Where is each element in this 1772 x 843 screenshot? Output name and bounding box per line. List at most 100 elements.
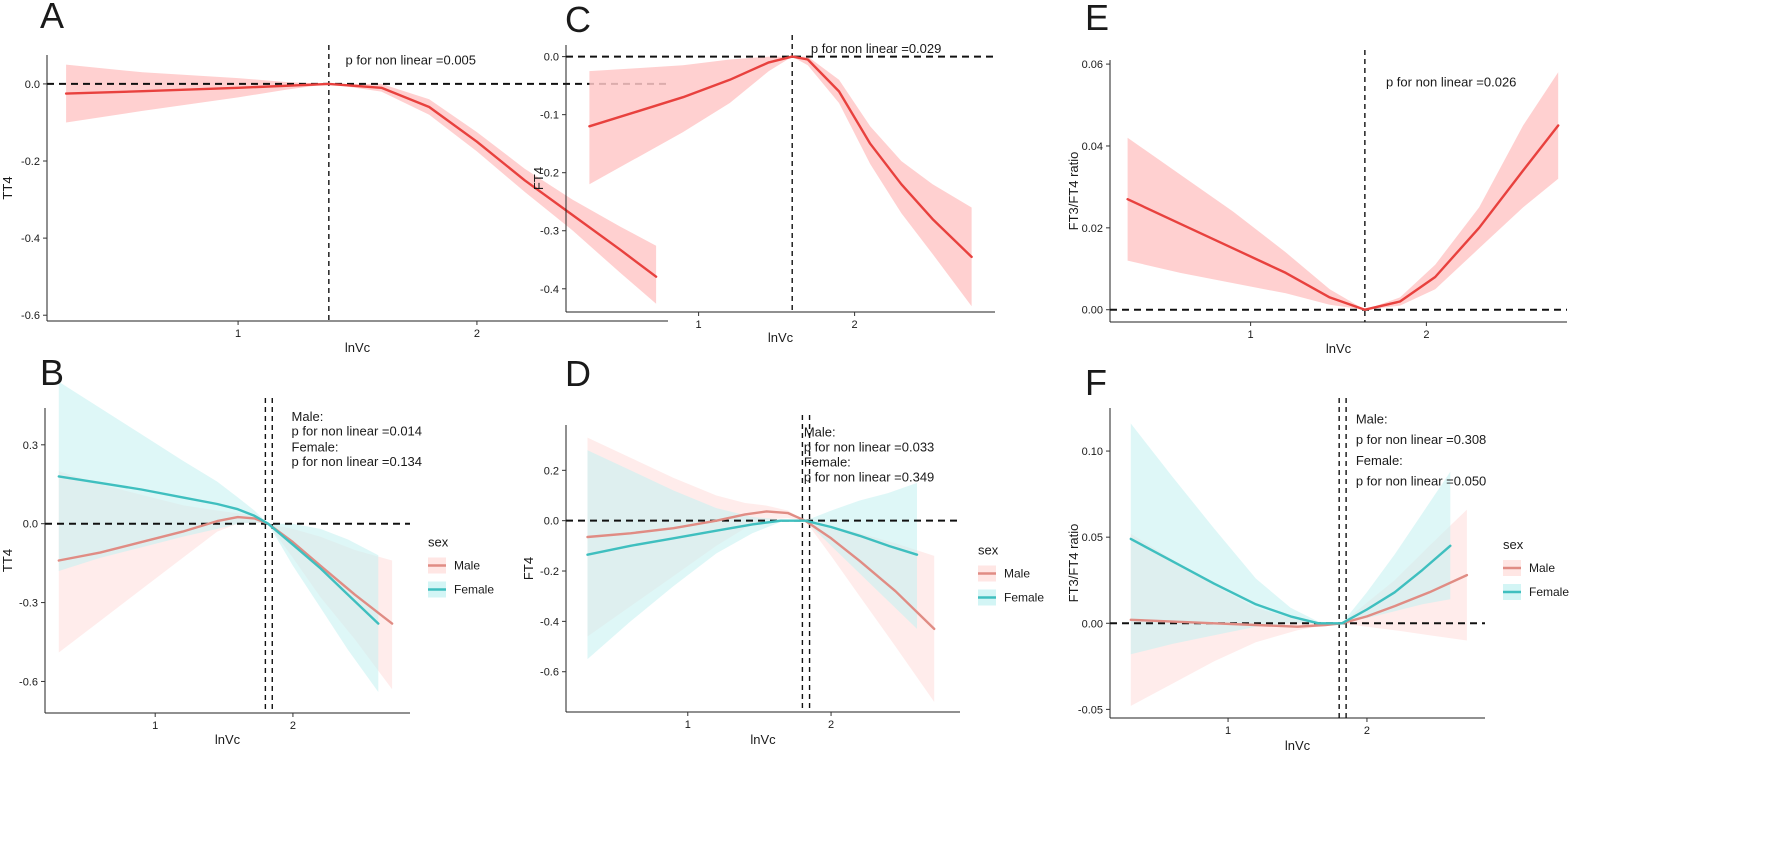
- panel-letter: D: [565, 353, 591, 394]
- y-tick-label: -0.6: [19, 676, 38, 688]
- series-line-overall: [588, 55, 973, 259]
- chart-panel-a: 1 2 0.0 -0.2 -0.4 -0.6 lnVc TT4 Ap for non linea…: [0, 0, 668, 355]
- legend-label: Female: [1529, 585, 1569, 599]
- y-tick-label: 0.0: [544, 516, 559, 528]
- y-axis-title: FT3/FT4 ratio: [1066, 524, 1081, 603]
- legend-title: sex: [978, 543, 999, 558]
- legend-title: sex: [1503, 537, 1524, 552]
- confidence-band-overall: [66, 64, 657, 304]
- y-tick-label: 0.10: [1082, 446, 1103, 458]
- y-tick-label: 0.2: [544, 465, 559, 477]
- annotation-text: Male:: [804, 424, 836, 439]
- y-tick-label: -0.4: [540, 616, 559, 628]
- y-tick-label: -0.2: [540, 566, 559, 578]
- panel-letter: F: [1085, 362, 1107, 403]
- x-tick-label: 1: [696, 319, 702, 331]
- annotation-text: p for non linear =0.014: [292, 424, 422, 439]
- x-tick-label: 2: [828, 719, 834, 731]
- chart-panel-d: 1 2 0.2 0.0 -0.2 -0.4 -0.6 lnVc FT4 D Male: p for n…: [521, 353, 1044, 747]
- series-line-overall: [64, 82, 658, 278]
- y-tick-label: -0.3: [19, 598, 38, 610]
- annotation-text: Female:: [804, 455, 851, 470]
- x-tick-label: 1: [1225, 725, 1231, 737]
- x-axis-title: lnVc: [768, 330, 794, 345]
- y-tick-label: 0.0: [544, 52, 559, 64]
- legend-label: Female: [1004, 591, 1044, 605]
- y-tick-label: 0.04: [1082, 141, 1103, 153]
- series-line-overall: [1126, 124, 1560, 311]
- x-tick-label: 2: [474, 328, 480, 340]
- y-tick-label: -0.1: [540, 110, 559, 122]
- y-tick-label: 0.02: [1082, 223, 1103, 235]
- confidence-band-female: [58, 381, 379, 692]
- annotation-text: p for non linear =0.050: [1356, 474, 1486, 489]
- annotation-text: p for non linear =0.029: [811, 41, 941, 56]
- panel-letter: C: [565, 0, 591, 40]
- y-axis-title: TT4: [0, 549, 15, 572]
- series-line-female: [586, 519, 919, 556]
- annotation-text: p for non linear =0.026: [1386, 75, 1516, 90]
- x-tick-label: 1: [685, 719, 691, 731]
- y-axis-title: FT4: [521, 557, 536, 580]
- y-tick-label: 0.0: [25, 79, 40, 91]
- y-axis-title: FT4: [531, 167, 546, 190]
- series-line-female: [1129, 537, 1452, 625]
- legend-label: Male: [454, 559, 480, 573]
- annotation-text: p for non linear =0.134: [292, 454, 422, 469]
- y-axis-title: FT3/FT4 ratio: [1066, 152, 1081, 231]
- y-tick-label: -0.2: [21, 156, 40, 168]
- x-axis-title: lnVc: [750, 732, 776, 747]
- x-tick-label: 1: [1248, 329, 1254, 341]
- y-tick-label: -0.05: [1078, 704, 1103, 716]
- chart-panel-f: 1 2 0.10 0.05 0.00 -0.05 lnVc FT3/FT4 ratio F Mal…: [1066, 362, 1569, 753]
- annotation-text: p for non linear =0.349: [804, 470, 934, 485]
- panel-letter: B: [40, 352, 64, 393]
- legend: sex Male Female: [1503, 537, 1569, 600]
- confidence-band-overall: [1127, 72, 1559, 310]
- confidence-band-female: [587, 450, 917, 660]
- x-axis-title: lnVc: [345, 340, 371, 355]
- x-tick-label: 2: [852, 319, 858, 331]
- confidence-band-male: [1130, 509, 1467, 706]
- legend-label: Female: [454, 583, 494, 597]
- y-tick-label: 0.0: [23, 519, 38, 531]
- legend: sex Male Female: [428, 535, 494, 598]
- y-axis-title: TT4: [0, 176, 15, 199]
- x-tick-label: 1: [152, 720, 158, 732]
- x-tick-label: 1: [235, 328, 241, 340]
- series-line-male: [57, 515, 394, 625]
- x-tick-label: 2: [290, 720, 296, 732]
- confidence-band-female: [1130, 423, 1451, 655]
- legend-title: sex: [428, 535, 449, 550]
- confidence-band-overall: [589, 56, 972, 307]
- x-axis-title: lnVc: [1326, 341, 1352, 356]
- y-tick-label: 0.3: [23, 440, 38, 452]
- y-tick-label: 0.00: [1082, 305, 1103, 317]
- y-tick-label: -0.6: [540, 667, 559, 679]
- annotation-text: Male:: [1356, 412, 1388, 427]
- y-tick-label: 0.06: [1082, 59, 1103, 71]
- annotation-text: Female:: [1356, 453, 1403, 468]
- annotation-text: p for non linear =0.308: [1356, 432, 1486, 447]
- series-line-male: [586, 510, 936, 631]
- legend-label: Male: [1529, 561, 1555, 575]
- y-tick-label: -0.3: [540, 226, 559, 238]
- y-tick-label: 0.00: [1082, 618, 1103, 630]
- x-tick-label: 2: [1423, 329, 1429, 341]
- chart-panel-e: 1 2 0.00 0.02 0.04 0.06 lnVc FT3/FT4 ratio Ep fo…: [1066, 0, 1567, 356]
- y-tick-label: 0.05: [1082, 532, 1103, 544]
- x-axis-title: lnVc: [1285, 738, 1311, 753]
- panel-letter: A: [40, 0, 64, 36]
- legend: sex Male Female: [978, 543, 1044, 606]
- y-tick-label: -0.4: [540, 284, 559, 296]
- y-tick-label: -0.4: [21, 233, 40, 245]
- series-line-male: [1129, 573, 1469, 628]
- legend-label: Male: [1004, 567, 1030, 581]
- panel-letter: E: [1085, 0, 1109, 38]
- chart-panel-c: 1 2 0.0 -0.1 -0.2 -0.3 -0.4 lnVc FT4 Cp for non l…: [531, 0, 995, 345]
- x-axis-title: lnVc: [215, 732, 241, 747]
- x-tick-label: 2: [1364, 725, 1370, 737]
- annotation-text: Male:: [292, 409, 324, 424]
